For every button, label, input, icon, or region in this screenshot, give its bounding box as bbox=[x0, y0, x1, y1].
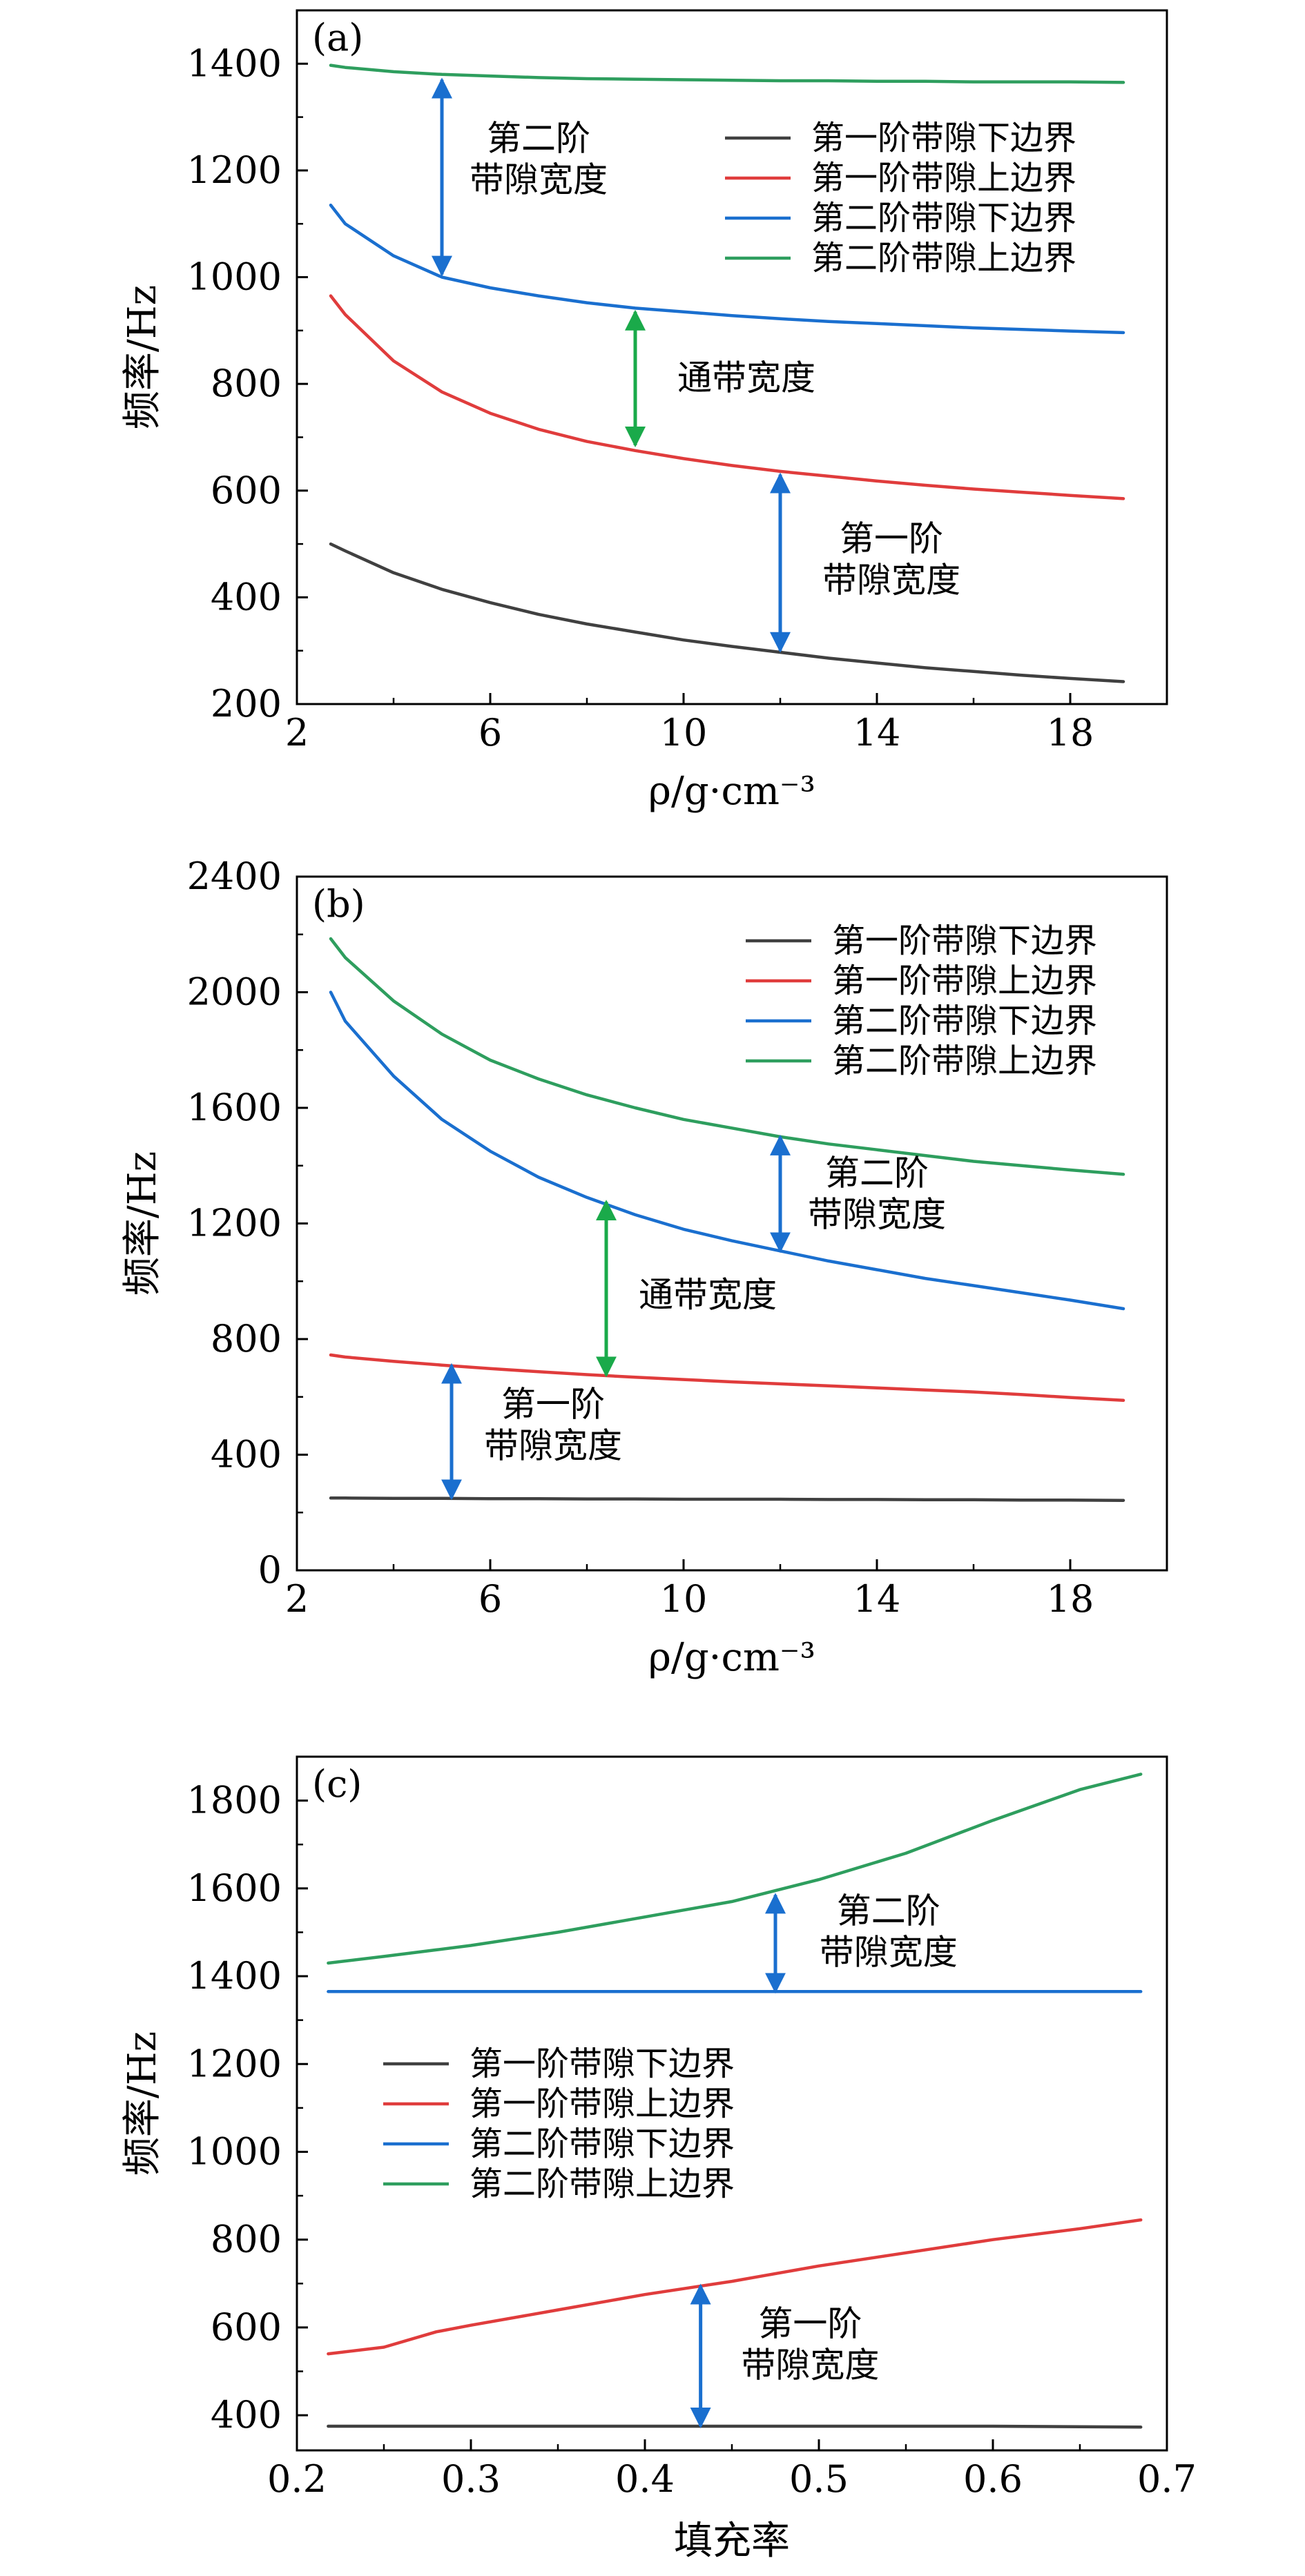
annotation-text: 通带宽度 bbox=[639, 1275, 777, 1315]
x-tick-label: 0.2 bbox=[267, 2457, 327, 2501]
y-tick-label: 400 bbox=[211, 2393, 282, 2437]
y-tick-label: 600 bbox=[211, 469, 282, 512]
y-axis-title: 频率/Hz bbox=[120, 2031, 165, 2176]
annotation-text: 第一阶 bbox=[501, 1385, 605, 1425]
y-tick-label: 1000 bbox=[187, 2129, 282, 2173]
legend-label: 第二阶带隙上边界 bbox=[811, 239, 1076, 277]
legend-label: 第一阶带隙上边界 bbox=[832, 962, 1097, 1000]
x-tick-label: 0.3 bbox=[441, 2457, 501, 2501]
series-line-1 bbox=[329, 1496, 1125, 1502]
panel-label: (a) bbox=[312, 16, 363, 59]
chart-panel-1: 2 6 10 14 18 200 400 600 800 1000 1200 1400 ρ/g·cm⁻³… bbox=[120, 9, 1168, 814]
series-line-3 bbox=[329, 991, 1125, 1311]
x-tick-label: 14 bbox=[853, 711, 901, 754]
y-tick-label: 1200 bbox=[187, 1202, 282, 1245]
annotation-text: 带隙宽度 bbox=[470, 159, 608, 199]
legend-label: 第二阶带隙下边界 bbox=[811, 199, 1076, 237]
plot-frame bbox=[296, 9, 1168, 705]
x-tick-label: 2 bbox=[285, 1577, 309, 1621]
y-tick-label: 1000 bbox=[187, 255, 282, 299]
annotation-text: 第一阶 bbox=[758, 2303, 862, 2343]
legend-label: 第一阶带隙上边界 bbox=[811, 159, 1076, 197]
chart-panel-3: 0.2 0.3 0.4 0.5 0.6 0.7 400 600 800 1000 1200 1400 1… bbox=[120, 1755, 1197, 2564]
legend-label: 第一阶带隙下边界 bbox=[811, 119, 1076, 157]
annotation-text: 带隙宽度 bbox=[741, 2345, 879, 2385]
y-tick-label: 1600 bbox=[187, 1866, 282, 1910]
annotation-text: 带隙宽度 bbox=[822, 560, 960, 600]
y-tick-label: 2000 bbox=[187, 970, 282, 1014]
y-tick-label: 0 bbox=[258, 1548, 282, 1592]
annotation-text: 带隙宽度 bbox=[820, 1932, 958, 1972]
y-tick-label: 1200 bbox=[187, 148, 282, 192]
x-tick-label: 0.5 bbox=[789, 2457, 849, 2501]
legend-label: 第一阶带隙下边界 bbox=[832, 921, 1097, 960]
y-tick-label: 800 bbox=[211, 1317, 282, 1360]
y-axis-title: 频率/Hz bbox=[120, 285, 165, 429]
x-tick-label: 18 bbox=[1047, 1577, 1094, 1621]
y-tick-label: 1600 bbox=[187, 1086, 282, 1129]
x-tick-label: 6 bbox=[478, 1577, 502, 1621]
x-tick-label: 0.7 bbox=[1137, 2457, 1197, 2501]
y-tick-label: 800 bbox=[211, 2218, 282, 2261]
annotation-text: 第一阶 bbox=[840, 518, 943, 558]
y-tick-label: 1200 bbox=[187, 2042, 282, 2085]
y-axis-title: 频率/Hz bbox=[120, 1151, 165, 1296]
x-axis-title: ρ/g·cm⁻³ bbox=[648, 1635, 815, 1680]
x-axis-title: 填充率 bbox=[674, 2519, 790, 2564]
series-line-1 bbox=[327, 2424, 1143, 2429]
legend-label: 第二阶带隙下边界 bbox=[470, 2125, 735, 2163]
annotation-text: 第二阶 bbox=[837, 1891, 940, 1931]
panel-label: (b) bbox=[312, 882, 365, 926]
x-tick-label: 0.4 bbox=[615, 2457, 675, 2501]
series-line-4 bbox=[327, 1773, 1143, 1965]
x-tick-label: 2 bbox=[285, 711, 309, 754]
y-tick-label: 2400 bbox=[187, 855, 282, 898]
series-line-4 bbox=[329, 937, 1125, 1176]
legend-label: 第二阶带隙上边界 bbox=[832, 1042, 1097, 1080]
y-tick-label: 1800 bbox=[187, 1779, 282, 1822]
panel-label: (c) bbox=[312, 1762, 362, 1806]
legend-label: 第二阶带隙上边界 bbox=[470, 2165, 735, 2203]
x-tick-label: 18 bbox=[1047, 711, 1094, 754]
annotation-text: 通带宽度 bbox=[677, 358, 815, 398]
series-line-1 bbox=[329, 542, 1125, 683]
x-tick-label: 10 bbox=[660, 1577, 708, 1621]
annotation-2: 通带宽度 bbox=[625, 309, 815, 448]
annotation-text: 第二阶 bbox=[487, 118, 590, 158]
chart-panel-2: 2 6 10 14 18 0 400 800 1200 1600 2000 2400 ρ/g·cm⁻³ 频… bbox=[120, 855, 1168, 1680]
annotation-text: 带隙宽度 bbox=[484, 1426, 622, 1466]
series-line-2 bbox=[329, 1353, 1125, 1403]
y-tick-label: 800 bbox=[211, 362, 282, 405]
legend-label: 第二阶带隙下边界 bbox=[832, 1002, 1097, 1040]
x-axis-title: ρ/g·cm⁻³ bbox=[648, 769, 815, 814]
series-line-4 bbox=[329, 64, 1125, 84]
y-tick-label: 400 bbox=[211, 1433, 282, 1476]
series-line-2 bbox=[329, 294, 1125, 500]
y-tick-label: 600 bbox=[211, 2305, 282, 2349]
annotation-2: 通带宽度 bbox=[596, 1200, 777, 1378]
series-line-2 bbox=[327, 2218, 1143, 2356]
y-tick-label: 1400 bbox=[187, 41, 282, 85]
x-tick-label: 6 bbox=[478, 711, 502, 754]
y-tick-label: 400 bbox=[211, 575, 282, 618]
y-tick-label: 1400 bbox=[187, 1954, 282, 1998]
annotation-text: 第二阶 bbox=[825, 1153, 929, 1193]
x-tick-label: 14 bbox=[853, 1577, 901, 1621]
x-tick-label: 0.6 bbox=[963, 2457, 1023, 2501]
x-tick-label: 10 bbox=[660, 711, 708, 754]
legend-label: 第一阶带隙下边界 bbox=[470, 2045, 735, 2083]
y-tick-label: 200 bbox=[211, 682, 282, 725]
annotation-text: 带隙宽度 bbox=[808, 1195, 946, 1235]
legend-label: 第一阶带隙上边界 bbox=[470, 2085, 735, 2123]
